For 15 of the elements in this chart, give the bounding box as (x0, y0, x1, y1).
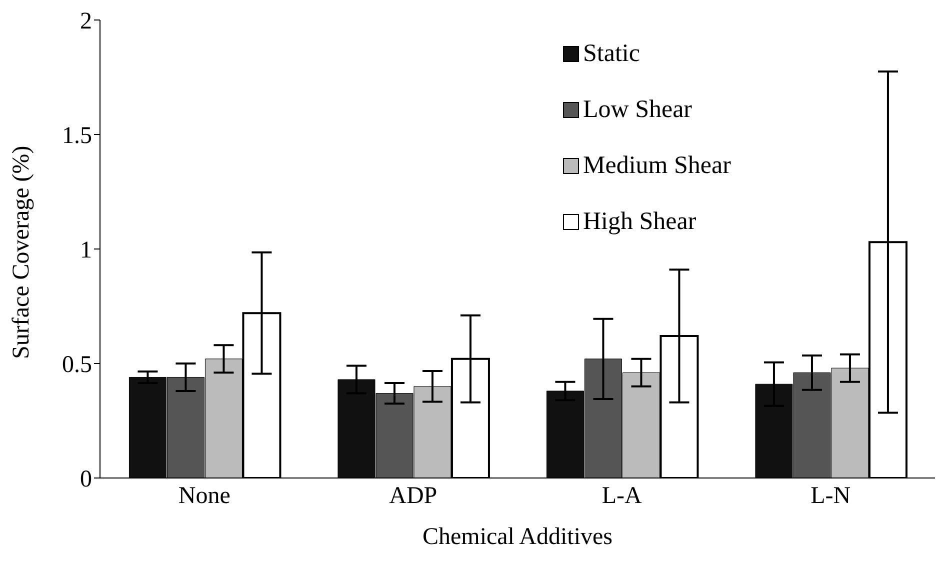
y-tick-label: 1 (80, 238, 92, 264)
legend-label: High Shear (583, 207, 696, 237)
x-axis-title: Chemical Additives (422, 524, 612, 550)
y-tick-label: 2 (80, 8, 92, 35)
legend-label: Static (583, 39, 640, 69)
y-tick-label: 0 (80, 466, 92, 493)
x-tick-label: None (178, 483, 230, 510)
x-tick-label: L-N (810, 483, 851, 510)
legend-label: Medium Shear (583, 151, 731, 181)
y-tick-label: 1.5 (62, 123, 92, 150)
x-tick-label: ADP (389, 483, 438, 510)
y-axis-title: Surface Coverage (%) (8, 146, 35, 359)
legend-label: Low Shear (583, 95, 692, 125)
y-tick-label: 0.5 (62, 352, 92, 378)
x-tick-label: L-A (602, 483, 643, 510)
